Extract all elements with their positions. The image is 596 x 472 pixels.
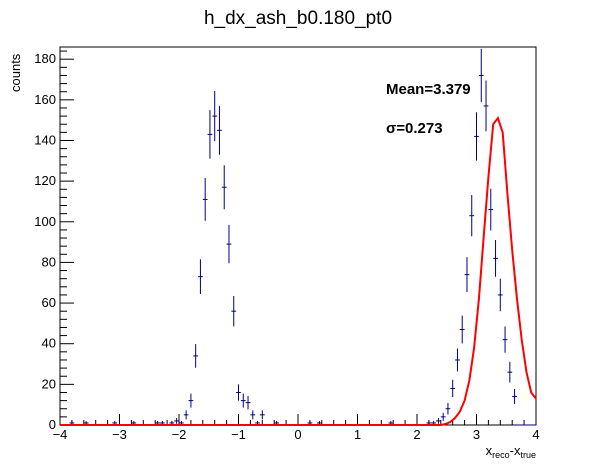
histogram-point	[198, 259, 203, 295]
y-tick-label: 40	[42, 336, 56, 351]
histogram-point	[507, 361, 513, 383]
histogram-point	[512, 388, 517, 405]
histogram-point	[445, 402, 451, 415]
plot-frame	[59, 46, 537, 426]
y-tick-label: 160	[34, 92, 56, 107]
x-axis-label-sub-true: true	[520, 450, 536, 460]
histogram-point	[436, 418, 441, 424]
y-tick-label: 20	[42, 376, 56, 391]
histogram-series	[60, 48, 536, 426]
histogram-point	[226, 224, 232, 264]
chart-title: h_dx_ash_b0.180_pt0	[204, 8, 392, 29]
y-tick-label: 180	[34, 51, 56, 66]
sigma-annotation: σ=0.273	[386, 120, 443, 137]
histogram-point	[207, 110, 213, 159]
histogram-point	[174, 418, 179, 424]
histogram-point	[245, 395, 251, 410]
x-tick-label: −3	[112, 427, 127, 442]
gaussian-fit-line	[440, 116, 537, 426]
histogram-point	[183, 410, 189, 420]
histogram-point	[483, 80, 489, 132]
y-tick-label: 100	[34, 214, 56, 229]
histogram-point	[193, 344, 199, 368]
x-tick-label: −2	[172, 427, 187, 442]
x-tick-label: 2	[413, 427, 420, 442]
histogram-point	[474, 112, 479, 161]
y-tick-label: 120	[34, 173, 56, 188]
mean-annotation: Mean=3.379	[386, 81, 471, 98]
histogram-point	[493, 239, 498, 277]
histogram-point	[202, 178, 208, 221]
x-tick-label: −4	[53, 427, 68, 442]
fit-series	[60, 116, 537, 426]
histogram-point	[450, 379, 456, 398]
x-tick-label: −1	[231, 427, 246, 442]
histogram-point	[221, 165, 227, 210]
x-axis-label-main: x	[486, 443, 493, 458]
histogram-point	[240, 393, 246, 408]
x-axis-label: xreco-xtrue	[486, 443, 536, 460]
histogram-point	[459, 315, 465, 344]
x-tick-label: 4	[532, 427, 539, 442]
y-tick-label: 60	[42, 295, 56, 310]
histogram-point	[497, 278, 503, 312]
histogram-point	[250, 410, 256, 420]
x-tick-label: 0	[294, 427, 301, 442]
histogram-point	[488, 188, 494, 231]
histogram-point	[464, 257, 470, 293]
x-tick-label: 1	[354, 427, 361, 442]
y-tick-label: 0	[49, 417, 56, 432]
y-axis-label: counts	[8, 53, 23, 92]
histogram-point	[455, 348, 460, 372]
histogram-point	[188, 393, 194, 408]
histogram-point	[469, 195, 475, 237]
histogram-point	[231, 295, 237, 327]
histogram-point	[502, 326, 508, 353]
histogram-point	[478, 48, 484, 103]
x-axis-label-sub-reco: reco	[492, 450, 510, 460]
histogram-point	[217, 105, 222, 155]
x-tick-label: 3	[473, 427, 480, 442]
histogram-point	[236, 384, 241, 401]
y-tick-label: 140	[34, 132, 56, 147]
y-tick-label: 80	[42, 254, 56, 269]
histogram-point	[212, 91, 218, 142]
histogram-point	[259, 410, 265, 420]
histogram-point	[440, 412, 446, 421]
x-axis-label-dash: -x	[510, 443, 521, 458]
